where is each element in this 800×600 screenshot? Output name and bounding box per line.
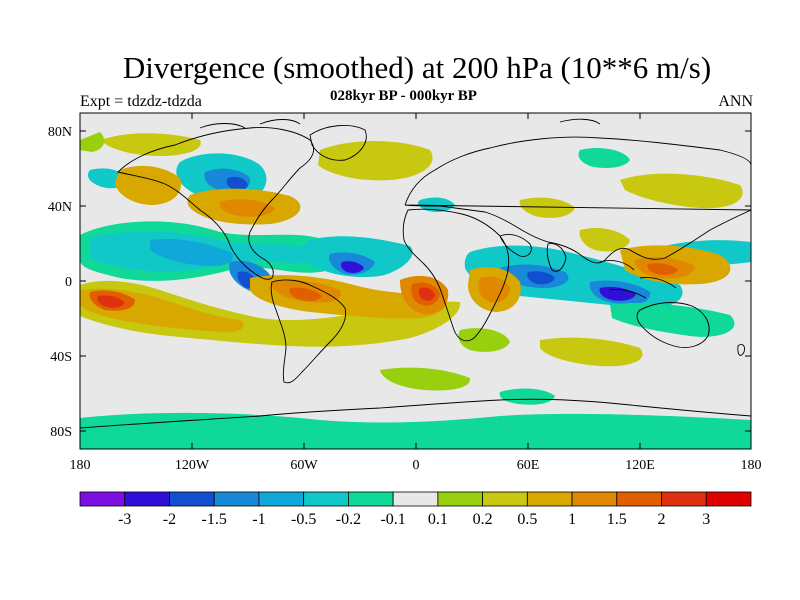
australia-coast <box>636 302 710 348</box>
colorbar-swatch <box>392 491 439 507</box>
experiment-label: Expt = tdzdz-tdzda <box>80 93 202 110</box>
map-subtitle: 028kyr BP - 000kyr BP <box>330 88 477 104</box>
colorbar-swatch <box>705 491 752 507</box>
colorbar-label: 1 <box>568 511 576 528</box>
lon-label: 180 <box>70 458 91 473</box>
lon-label: 60W <box>290 458 318 473</box>
colorbar-swatch <box>124 491 170 507</box>
colorbar-label: 1.5 <box>607 511 627 528</box>
colorbar-swatch <box>661 491 707 507</box>
colorbar-label: -3 <box>118 511 131 528</box>
colorbar-swatch <box>213 491 260 507</box>
colorbar-swatch <box>482 491 528 507</box>
new-zealand-coast <box>737 343 745 356</box>
colorbar: -3 -2 -1.5 -1 -0.5 -0.2 -0.1 0.1 0.2 0.5 1 1.5 2 3 <box>79 491 752 528</box>
colorbar-label: -1 <box>252 511 265 528</box>
colorbar-label: 3 <box>702 511 710 528</box>
colorbar-label: 0.1 <box>428 511 448 528</box>
colorbar-swatch <box>526 491 573 507</box>
eurasia-coast <box>404 136 751 264</box>
lon-label: 120W <box>175 458 210 473</box>
divergence-regions <box>80 132 743 391</box>
lat-label: 0 <box>65 275 72 290</box>
colorbar-swatch <box>616 491 662 507</box>
lat-label: 40N <box>48 200 72 215</box>
colorbar-label: 2 <box>658 511 666 528</box>
colorbar-label: 0.2 <box>473 511 493 528</box>
colorbar-label: -0.2 <box>336 511 361 528</box>
arabia-coast <box>499 233 532 257</box>
coastlines <box>80 118 751 429</box>
lon-label: 0 <box>413 458 420 473</box>
colorbar-label: -1.5 <box>202 511 227 528</box>
arctic-islands-coast <box>199 118 601 129</box>
greenland-coast <box>309 124 367 161</box>
india-coast <box>546 243 567 272</box>
colorbar-label: -2 <box>163 511 176 528</box>
colorbar-label: -0.1 <box>380 511 405 528</box>
colorbar-swatch <box>258 491 305 507</box>
antarctica-coast <box>80 398 751 429</box>
south-america-coast <box>270 279 347 384</box>
map-title: Divergence (smoothed) at 200 hPa (10**6 … <box>122 50 712 85</box>
lat-label: 80S <box>50 425 72 440</box>
divergence-field <box>80 132 751 449</box>
season-label: ANN <box>718 93 753 110</box>
colorbar-swatch <box>571 491 618 507</box>
colorbar-swatch <box>347 491 394 507</box>
lon-label: 120E <box>625 458 655 473</box>
convergence-regions <box>80 148 751 449</box>
colorbar-swatch <box>169 491 215 507</box>
colorbar-swatch <box>79 491 126 507</box>
africa-coast <box>402 208 510 342</box>
lat-label: 40S <box>50 350 72 365</box>
maritime-continent-coast <box>599 259 677 299</box>
longitude-axis <box>79 113 752 449</box>
lon-label: 60E <box>517 458 540 473</box>
latitude-axis <box>80 130 751 432</box>
colorbar-swatch <box>437 491 484 507</box>
colorbar-label: -0.5 <box>291 511 316 528</box>
colorbar-swatch <box>303 491 349 507</box>
north-america-coast <box>117 127 314 280</box>
lon-label: 180 <box>741 458 762 473</box>
lat-label: 80N <box>48 125 72 140</box>
colorbar-label: 0.5 <box>517 511 537 528</box>
